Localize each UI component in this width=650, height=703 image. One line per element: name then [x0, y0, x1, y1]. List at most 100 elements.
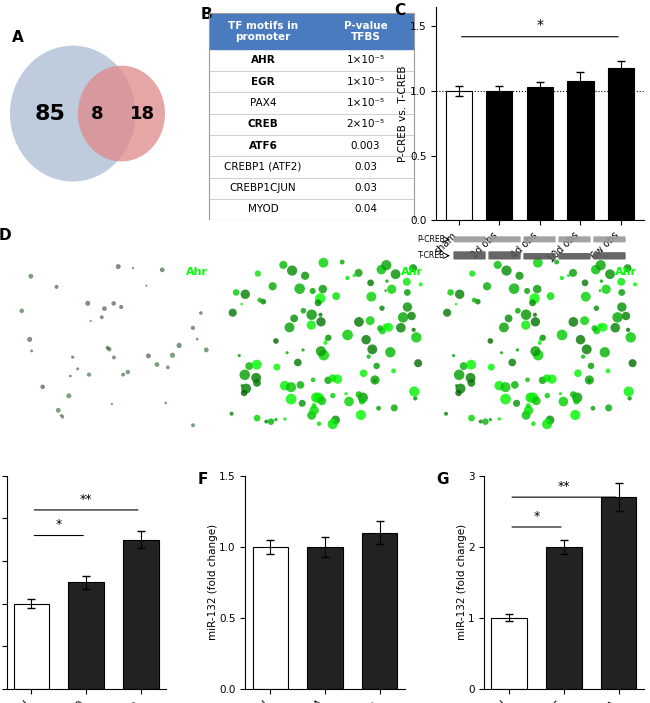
Point	[356, 409, 366, 420]
Point	[354, 267, 364, 278]
Point	[286, 382, 296, 393]
Point	[523, 400, 534, 411]
Text: AHR: AHR	[251, 56, 276, 65]
Point	[584, 375, 594, 387]
Point	[201, 344, 211, 356]
Point	[297, 398, 307, 409]
Point	[337, 257, 347, 268]
Point	[375, 323, 385, 334]
Point	[621, 310, 631, 321]
Point	[354, 316, 364, 328]
Point	[536, 333, 546, 344]
Point	[503, 313, 514, 324]
Point	[38, 381, 48, 392]
Point	[318, 283, 328, 295]
Point	[258, 296, 268, 307]
Point	[509, 283, 519, 295]
Point	[118, 369, 128, 380]
Point	[530, 346, 541, 357]
Point	[521, 319, 531, 330]
Point	[363, 351, 374, 362]
Point	[617, 302, 627, 313]
Point	[415, 278, 426, 290]
Point	[278, 259, 289, 271]
Text: TF motifs in
promoter: TF motifs in promoter	[228, 20, 298, 42]
Bar	[491, 618, 527, 689]
Point	[580, 291, 591, 302]
Point	[473, 296, 483, 307]
Text: *: *	[536, 18, 543, 32]
Point	[590, 323, 600, 334]
Point	[591, 264, 601, 276]
Point	[266, 416, 276, 427]
Point	[501, 265, 512, 276]
Point	[84, 369, 94, 380]
Text: Ahr: Ahr	[187, 266, 209, 276]
Point	[327, 373, 337, 384]
Text: 4d obs: 4d obs	[444, 423, 486, 433]
Point	[512, 398, 522, 409]
Text: 2×10⁻⁵: 2×10⁻⁵	[346, 120, 385, 129]
Point	[309, 405, 319, 416]
Point	[538, 332, 548, 343]
Point	[531, 395, 541, 406]
Point	[595, 285, 605, 296]
Point	[244, 361, 254, 372]
Text: 18: 18	[130, 105, 155, 122]
Point	[610, 322, 621, 333]
Point	[625, 393, 635, 404]
Point	[529, 293, 539, 304]
FancyBboxPatch shape	[488, 236, 521, 243]
Point	[143, 350, 153, 361]
Point	[596, 276, 606, 287]
Point	[53, 405, 64, 416]
Text: 0.03: 0.03	[354, 162, 377, 172]
Bar	[307, 547, 343, 689]
Point	[545, 414, 555, 425]
Point	[358, 368, 369, 379]
Point	[328, 418, 338, 430]
FancyBboxPatch shape	[209, 71, 414, 92]
Point	[294, 283, 305, 295]
Point	[234, 350, 244, 361]
Point	[466, 359, 476, 370]
Point	[622, 262, 632, 273]
Point	[151, 359, 162, 370]
Point	[16, 305, 27, 316]
Bar	[253, 547, 288, 689]
Point	[252, 378, 262, 389]
Point	[314, 418, 324, 430]
Point	[306, 309, 317, 321]
Point	[582, 344, 592, 355]
Point	[292, 357, 303, 368]
Text: CREB: CREB	[248, 120, 278, 129]
Point	[161, 397, 171, 408]
Point	[377, 302, 387, 314]
Point	[162, 362, 173, 373]
Point	[411, 332, 421, 343]
Text: Ahr: Ahr	[401, 266, 423, 276]
Point	[99, 303, 110, 314]
Point	[558, 396, 569, 407]
Point	[603, 402, 614, 413]
Point	[320, 337, 331, 349]
Point	[307, 285, 318, 297]
FancyBboxPatch shape	[454, 251, 486, 259]
Point	[391, 269, 401, 280]
Point	[528, 392, 538, 404]
Point	[298, 305, 309, 316]
Point	[192, 333, 202, 344]
Point	[532, 283, 542, 295]
Point	[623, 324, 633, 335]
Point	[196, 307, 206, 318]
Point	[627, 358, 638, 369]
FancyBboxPatch shape	[209, 199, 414, 220]
Point	[525, 392, 536, 404]
Text: D: D	[0, 228, 11, 243]
Point	[251, 372, 261, 383]
Point	[354, 389, 364, 400]
Point	[384, 322, 394, 333]
Point	[586, 361, 596, 372]
Point	[497, 347, 507, 359]
Point	[485, 414, 495, 425]
